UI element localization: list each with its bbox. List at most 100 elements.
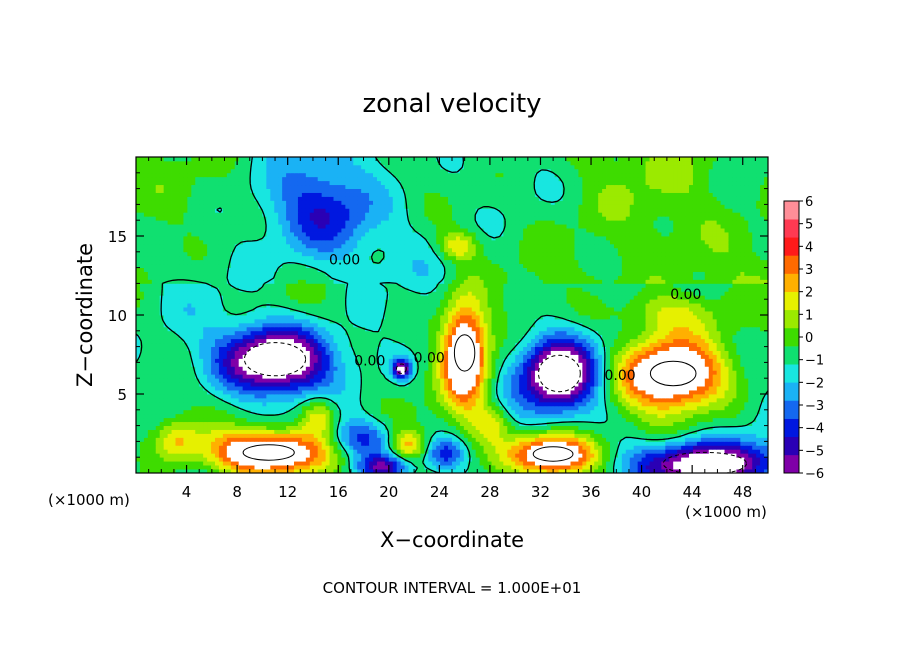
field-cell (681, 429, 686, 434)
field-cell (380, 405, 386, 411)
field-cell (432, 382, 437, 387)
field-cell (586, 421, 591, 426)
field-cell (629, 386, 635, 391)
field-cell (728, 370, 733, 375)
field-cell (598, 465, 603, 470)
field-cell (448, 445, 453, 450)
field-cell (720, 413, 725, 419)
field-cell (436, 409, 441, 415)
field-cell (270, 346, 275, 351)
field-cell (471, 417, 477, 423)
field-cell (349, 405, 354, 411)
field-cell (708, 437, 714, 442)
field-cell (455, 409, 461, 415)
field-cell (519, 350, 524, 355)
field-cell (558, 397, 563, 403)
field-cell (416, 425, 421, 430)
field-cell (610, 397, 615, 403)
field-cell (531, 350, 536, 355)
field-cell (448, 382, 453, 387)
field-cell (337, 457, 342, 462)
field-cell (321, 437, 326, 442)
field-cell (692, 457, 698, 462)
field-cell (388, 354, 394, 359)
field-cell (621, 382, 627, 387)
field-cell (238, 397, 244, 403)
field-cell (163, 453, 168, 458)
field-cell (262, 382, 267, 387)
field-cell (203, 362, 208, 367)
field-cell (440, 401, 445, 407)
field-cell (191, 421, 196, 426)
field-cell (692, 469, 698, 473)
field-cell (282, 469, 287, 473)
field-cell (203, 366, 208, 371)
field-cell (341, 374, 346, 379)
field-cell (689, 370, 694, 375)
field-cell (617, 437, 623, 442)
field-cell (712, 370, 718, 375)
field-cell (649, 469, 654, 473)
field-cell (159, 449, 165, 454)
field-cell (380, 354, 386, 359)
field-cell (230, 437, 236, 442)
field-cell (455, 382, 461, 387)
field-cell (653, 350, 658, 355)
field-cell (167, 374, 172, 379)
field-cell (534, 362, 540, 367)
field-cell (345, 397, 350, 403)
field-cell (396, 413, 402, 419)
field-cell (147, 417, 153, 423)
field-cell (365, 405, 370, 411)
field-cell (203, 401, 208, 407)
field-cell (329, 354, 334, 359)
field-cell (681, 469, 686, 473)
field-cell (179, 461, 184, 466)
field-cell (294, 370, 299, 375)
field-cell (491, 358, 496, 363)
field-cell (760, 370, 765, 375)
field-cell (582, 457, 587, 462)
field-cell (475, 469, 481, 473)
field-cell (258, 358, 263, 363)
field-cell (531, 397, 536, 403)
field-cell (444, 417, 449, 423)
field-cell (590, 397, 595, 403)
field-cell (424, 374, 429, 379)
field-cell (621, 354, 627, 359)
field-cell (531, 378, 536, 383)
field-cell (459, 429, 465, 434)
field-cell (617, 382, 623, 387)
field-cell (183, 350, 188, 355)
field-cell (203, 346, 208, 351)
field-cell (270, 394, 275, 399)
field-cell (384, 457, 390, 462)
field-cell (760, 394, 765, 399)
field-cell (621, 374, 627, 379)
field-cell (345, 441, 350, 446)
field-cell (230, 433, 236, 438)
field-cell (641, 409, 646, 415)
field-cell (345, 461, 350, 466)
field-cell (760, 374, 765, 379)
field-cell (499, 457, 504, 462)
field-cell (199, 461, 204, 466)
field-cell (574, 453, 579, 458)
field-cell (376, 453, 382, 458)
field-cell (147, 425, 153, 430)
field-cell (266, 469, 271, 473)
field-cell (531, 429, 536, 434)
field-cell (760, 457, 765, 462)
field-cell (700, 445, 706, 450)
field-cell (294, 358, 299, 363)
field-cell (345, 358, 350, 363)
field-cell (440, 441, 445, 446)
field-cell (337, 421, 342, 426)
field-cell (511, 378, 516, 383)
field-cell (195, 469, 200, 473)
field-cell (187, 465, 192, 470)
field-cell (602, 405, 607, 411)
field-cell (534, 429, 540, 434)
field-cell (420, 358, 425, 363)
field-cell (242, 386, 247, 391)
